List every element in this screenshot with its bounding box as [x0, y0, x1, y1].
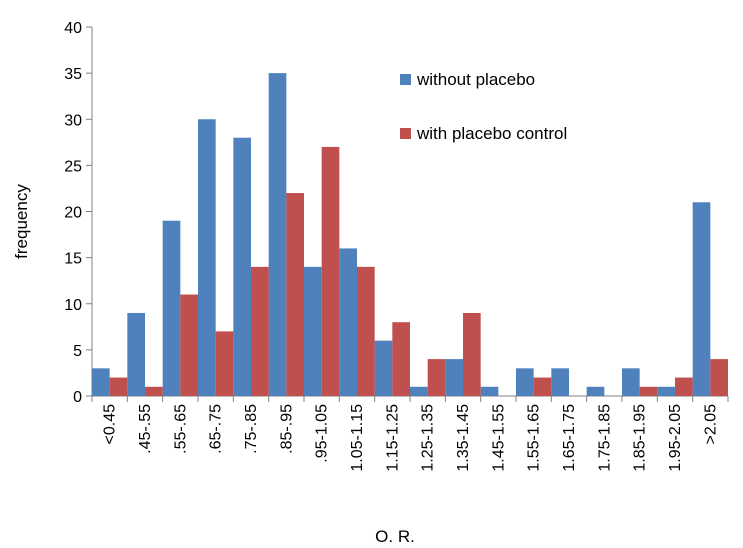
bar-without-placebo	[622, 368, 640, 396]
x-tick-label: 1.75-1.85	[596, 404, 613, 472]
bar-without-placebo	[268, 73, 287, 396]
x-tick-label: >2.05	[702, 404, 719, 445]
bar-with-placebo-control	[427, 359, 446, 396]
x-tick-label: 1.15-1.25	[384, 404, 401, 472]
bar-without-placebo	[198, 119, 216, 396]
x-tick-label: .75-.85	[243, 404, 260, 454]
bar-with-placebo-control	[357, 266, 375, 396]
y-tick-label: 30	[64, 112, 82, 129]
y-tick-label: 0	[73, 389, 82, 406]
x-tick-label: .55-.65	[172, 404, 189, 454]
x-tick-label: 1.65-1.75	[561, 404, 578, 472]
y-tick-label: 15	[64, 251, 82, 268]
y-tick-label: 40	[64, 20, 82, 37]
x-tick-label: 1.05-1.15	[349, 404, 366, 472]
y-tick-label: 10	[64, 297, 82, 314]
bar-without-placebo	[586, 386, 605, 396]
x-tick-label: <0.45	[102, 404, 119, 445]
bar-with-placebo-control	[675, 377, 693, 396]
bar-with-placebo-control	[321, 146, 340, 396]
x-tick-label: 1.95-2.05	[667, 404, 684, 472]
y-tick-label: 20	[64, 205, 82, 222]
x-tick-label: 1.55-1.65	[526, 404, 543, 472]
bar-without-placebo	[445, 359, 463, 396]
bar-without-placebo	[374, 340, 393, 396]
bar-with-placebo-control	[251, 266, 269, 396]
legend-swatch	[400, 128, 411, 139]
x-tick-label: .95-1.05	[314, 404, 331, 463]
y-tick-label: 35	[64, 66, 82, 83]
bar-without-placebo	[551, 368, 569, 396]
bar-without-placebo	[127, 312, 145, 396]
x-tick-label: .85-.95	[278, 404, 295, 454]
bar-without-placebo	[516, 368, 534, 396]
bar-with-placebo-control	[392, 322, 410, 396]
x-tick-label: 1.25-1.35	[420, 404, 437, 472]
x-tick-label: .65-.75	[208, 404, 225, 454]
y-tick-label: 25	[64, 158, 82, 175]
bar-without-placebo	[304, 266, 322, 396]
bar-with-placebo-control	[533, 377, 552, 396]
legend-label: without placebo	[416, 70, 535, 89]
bar-with-placebo-control	[463, 312, 481, 396]
y-axis-title: frequency	[12, 184, 31, 259]
x-tick-label: 1.35-1.45	[455, 404, 472, 472]
bar-with-placebo-control	[639, 386, 658, 396]
x-axis-title: O. R.	[375, 527, 415, 546]
x-tick-label: 1.85-1.95	[632, 404, 649, 472]
bar-with-placebo-control	[215, 331, 234, 396]
bar-without-placebo	[339, 248, 357, 396]
bar-with-placebo-control	[286, 193, 304, 396]
bar-without-placebo	[480, 386, 499, 396]
bar-with-placebo-control	[109, 377, 128, 396]
bar-without-placebo	[657, 386, 675, 396]
bar-without-placebo	[162, 220, 181, 396]
bar-without-placebo	[92, 368, 110, 396]
bar-without-placebo	[692, 202, 711, 396]
bar-with-placebo-control	[710, 359, 728, 396]
legend-swatch	[400, 74, 411, 85]
y-axis: 0 5 10 15 20 25 30 35 40	[64, 20, 93, 406]
bar-with-placebo-control	[145, 386, 163, 396]
legend-label: with placebo control	[416, 124, 567, 143]
x-tick-label: 1.45-1.55	[490, 404, 507, 472]
bar-with-placebo-control	[180, 294, 198, 396]
bars	[92, 73, 728, 396]
y-tick-label: 5	[73, 343, 82, 360]
bar-without-placebo	[410, 386, 428, 396]
bar-without-placebo	[233, 137, 251, 396]
x-axis: <0.45 .45-.55 .55-.65 .65-.75 .75-.85 .85-.95…	[91, 395, 729, 472]
x-tick-label: .45-.55	[137, 404, 154, 454]
legend: without placebo with placebo control	[400, 70, 567, 143]
